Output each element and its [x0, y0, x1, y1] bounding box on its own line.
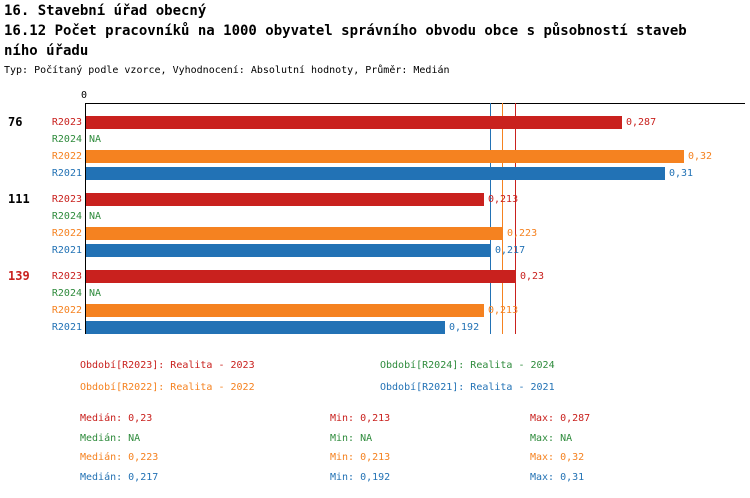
bar-value: 0,31 [669, 168, 694, 179]
bar-value: 0,287 [626, 117, 657, 128]
series-label: R2021 [51, 168, 82, 179]
bar [86, 116, 622, 129]
stat-max-r2023: Max: 0,287 [530, 413, 591, 424]
series-label: R2024 [51, 211, 82, 222]
stat-median-r2022: Medián: 0,223 [80, 452, 159, 463]
stat-median-r2021: Medián: 0,217 [80, 472, 159, 483]
bar [86, 321, 445, 334]
chart-subtitle-line2: ního úřadu [4, 43, 89, 59]
stat-max-r2021: Max: 0,31 [530, 472, 585, 483]
stat-min-r2024: Min: NA [330, 433, 373, 444]
x-axis-line [85, 103, 745, 104]
group-label: 111 [8, 192, 30, 206]
page-title: 16. Stavební úřad obecný [4, 3, 207, 19]
bar-value: NA [89, 134, 102, 145]
series-label: R2022 [51, 228, 82, 239]
bar-value: 0,213 [488, 305, 519, 316]
bar [86, 150, 684, 163]
stat-max-r2024: Max: NA [530, 433, 573, 444]
bar-value: 0,213 [488, 194, 519, 205]
legend-item-r2024: Období[R2024]: Realita - 2024 [380, 360, 555, 371]
bar-value: NA [89, 288, 102, 299]
stats-table: Medián: 0,23 Min: 0,213 Max: 0,287 Medián: … [0, 413, 750, 495]
series-label: R2024 [51, 134, 82, 145]
stat-median-r2023: Medián: 0,23 [80, 413, 153, 424]
series-label: R2022 [51, 151, 82, 162]
median-line-r2022 [502, 103, 503, 334]
bar-chart: 0 76 R2023 0,287 R2024 NA R2022 0,32 R2021 0,31 11… [0, 90, 750, 345]
bar [86, 270, 516, 283]
group-label: 139 [8, 269, 30, 283]
stat-min-r2022: Min: 0,213 [330, 452, 391, 463]
stat-median-r2024: Medián: NA [80, 433, 141, 444]
series-label: R2022 [51, 305, 82, 316]
legend-item-r2022: Období[R2022]: Realita - 2022 [80, 382, 255, 393]
stat-min-r2023: Min: 0,213 [330, 413, 391, 424]
stat-min-r2021: Min: 0,192 [330, 472, 391, 483]
stat-max-r2022: Max: 0,32 [530, 452, 585, 463]
y-axis-line [85, 103, 86, 334]
median-line-r2023 [515, 103, 516, 334]
bar-value: 0,23 [520, 271, 545, 282]
bar [86, 244, 491, 257]
x-axis-origin-label: 0 [81, 90, 88, 101]
bar-value: 0,192 [449, 322, 480, 333]
bar [86, 167, 665, 180]
series-label: R2023 [51, 194, 82, 205]
bar [86, 193, 484, 206]
group-label: 76 [8, 115, 23, 129]
bar-value: 0,32 [688, 151, 713, 162]
bar-value: 0,217 [495, 245, 526, 256]
legend-item-r2021: Období[R2021]: Realita - 2021 [380, 382, 555, 393]
series-label: R2024 [51, 288, 82, 299]
series-label: R2021 [51, 245, 82, 256]
median-line-r2021 [490, 103, 491, 334]
series-label: R2021 [51, 322, 82, 333]
bar [86, 304, 484, 317]
bar [86, 227, 503, 240]
series-label: R2023 [51, 271, 82, 282]
bar-value: NA [89, 211, 102, 222]
chart-meta: Typ: Počítaný podle vzorce, Vyhodnocení:… [4, 65, 450, 76]
chart-subtitle-line1: 16.12 Počet pracovníků na 1000 obyvatel … [4, 23, 687, 39]
legend-item-r2023: Období[R2023]: Realita - 2023 [80, 360, 255, 371]
bar-value: 0,223 [507, 228, 538, 239]
chart-legend: Období[R2023]: Realita - 2023 Období[R202… [0, 360, 750, 406]
series-label: R2023 [51, 117, 82, 128]
